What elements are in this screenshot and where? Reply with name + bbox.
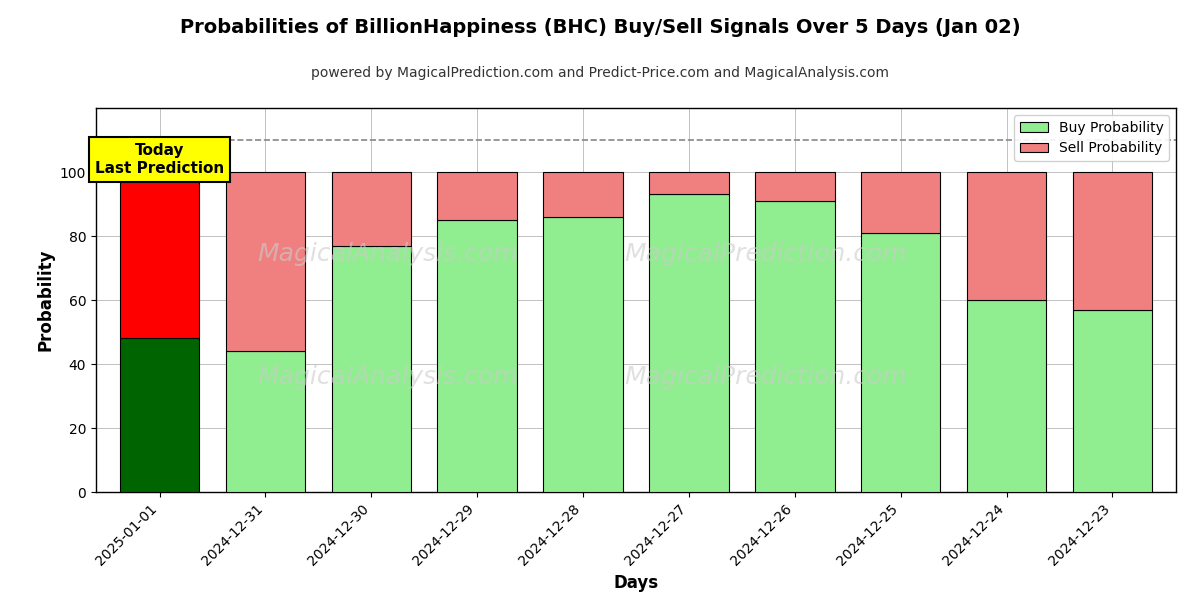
Bar [120,172,199,338]
Legend: Buy Probability, Sell Probability: Buy Probability, Sell Probability [1014,115,1169,161]
Text: MagicalPrediction.com: MagicalPrediction.com [624,365,907,389]
Bar [1073,172,1152,310]
Bar [226,351,305,492]
Y-axis label: Probability: Probability [36,249,54,351]
Text: MagicalAnalysis.com: MagicalAnalysis.com [257,242,518,266]
Bar [331,172,412,245]
Bar [862,172,941,233]
Text: MagicalPrediction.com: MagicalPrediction.com [624,242,907,266]
Bar [862,233,941,492]
Bar [755,172,834,201]
Bar [226,172,305,351]
Bar [438,220,517,492]
Bar [649,172,728,194]
Bar [120,338,199,492]
Text: MagicalAnalysis.com: MagicalAnalysis.com [257,365,518,389]
Bar [438,172,517,220]
Bar [544,217,623,492]
Text: powered by MagicalPrediction.com and Predict-Price.com and MagicalAnalysis.com: powered by MagicalPrediction.com and Pre… [311,66,889,80]
Bar [649,194,728,492]
Bar [1073,310,1152,492]
Bar [967,172,1046,300]
X-axis label: Days: Days [613,574,659,592]
Text: Today
Last Prediction: Today Last Prediction [95,143,224,176]
Text: Probabilities of BillionHappiness (BHC) Buy/Sell Signals Over 5 Days (Jan 02): Probabilities of BillionHappiness (BHC) … [180,18,1020,37]
Bar [544,172,623,217]
Bar [755,201,834,492]
Bar [331,245,412,492]
Bar [967,300,1046,492]
